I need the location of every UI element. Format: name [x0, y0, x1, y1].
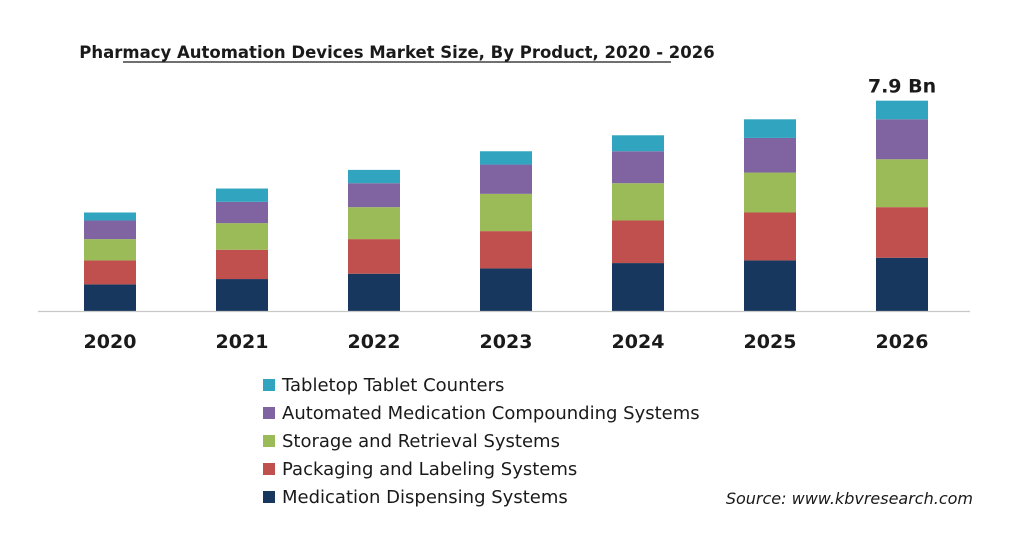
legend-label-2: Storage and Retrieval Systems	[282, 431, 560, 452]
chart-canvas: Pharmacy Automation Devices Market Size,…	[38, 43, 973, 508]
bar-segment-2022-s2	[348, 207, 400, 240]
bar-segment-2026-s3	[876, 119, 928, 160]
legend-label-1: Packaging and Labeling Systems	[282, 459, 577, 480]
bar-segment-2025-s4	[744, 119, 796, 138]
source-note: Source: www.kbvresearch.com	[726, 489, 973, 508]
bar-segment-2024-s1	[612, 220, 664, 264]
legend-swatch-4	[263, 379, 275, 391]
bar-segment-2022-s4	[348, 169, 400, 184]
legend: Tabletop Tablet Counters Automated Medica…	[263, 375, 700, 508]
data-label-2026: 7.9 Bn	[868, 76, 936, 98]
bar-segment-2023-s4	[480, 151, 532, 165]
bar-segment-2020-s4	[84, 212, 136, 221]
bar-segment-2024-s2	[612, 183, 664, 221]
bar-segment-2026-s0	[876, 257, 928, 311]
bar-segment-2023-s3	[480, 164, 532, 194]
bar-segment-2026-s1	[876, 207, 928, 258]
bar-segment-2020-s2	[84, 239, 136, 261]
x-tick-label-2026: 2026	[876, 331, 929, 353]
bar-segment-2021-s1	[216, 249, 268, 280]
legend-label-0: Medication Dispensing Systems	[282, 487, 568, 508]
x-tick-label-2024: 2024	[612, 331, 665, 353]
bar-segment-2026-s2	[876, 159, 928, 208]
bar-segment-2022-s0	[348, 273, 400, 311]
legend-swatch-3	[263, 407, 275, 419]
bar-segment-2020-s0	[84, 284, 136, 311]
legend-swatch-1	[263, 463, 275, 475]
bars-group	[84, 100, 928, 311]
bar-segment-2021-s2	[216, 223, 268, 250]
bar-segment-2024-s3	[612, 151, 664, 184]
bar-segment-2023-s2	[480, 193, 532, 232]
bar-segment-2024-s0	[612, 263, 664, 311]
bar-segment-2025-s3	[744, 137, 796, 173]
chart-frame: Pharmacy Automation Devices Market Size,…	[28, 18, 994, 526]
x-tick-label-2022: 2022	[348, 331, 401, 353]
bar-segment-2020-s3	[84, 220, 136, 240]
x-tick-labels: 2020 2021 2022 2023 2024 2025 2026	[84, 331, 929, 353]
chart-title: Pharmacy Automation Devices Market Size,…	[79, 43, 714, 62]
legend-label-4: Tabletop Tablet Counters	[281, 375, 504, 396]
legend-swatch-0	[263, 491, 275, 503]
bar-segment-2026-s4	[876, 100, 928, 120]
bar-segment-2021-s0	[216, 279, 268, 311]
x-tick-label-2025: 2025	[744, 331, 797, 353]
bar-segment-2023-s1	[480, 231, 532, 269]
x-tick-label-2021: 2021	[216, 331, 269, 353]
bar-segment-2025-s2	[744, 172, 796, 213]
bar-segment-2025-s0	[744, 260, 796, 311]
bar-segment-2024-s4	[612, 135, 664, 152]
bar-segment-2022-s3	[348, 183, 400, 208]
legend-swatch-2	[263, 435, 275, 447]
bar-segment-2021-s4	[216, 188, 268, 202]
data-labels: 7.9 Bn	[868, 76, 936, 98]
legend-label-3: Automated Medication Compounding Systems	[282, 403, 700, 424]
bar-segment-2022-s1	[348, 239, 400, 274]
bar-segment-2025-s1	[744, 212, 796, 261]
bar-segment-2020-s1	[84, 260, 136, 285]
bar-segment-2021-s3	[216, 201, 268, 224]
x-tick-label-2020: 2020	[84, 331, 137, 353]
x-tick-label-2023: 2023	[480, 331, 533, 353]
bar-segment-2023-s0	[480, 268, 532, 311]
